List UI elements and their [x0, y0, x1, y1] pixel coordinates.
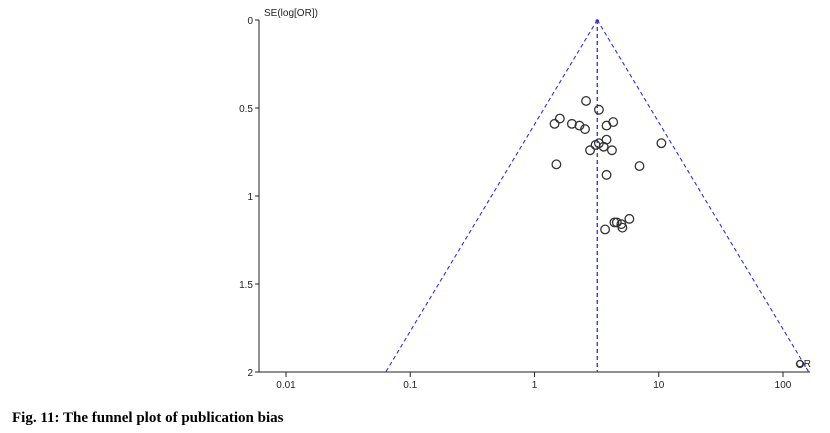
x-ticks: 0.01 0.1 1 10 100 [276, 372, 792, 391]
y-tick-label: 0.5 [239, 104, 253, 115]
study-point [601, 120, 612, 131]
study-point [601, 169, 612, 180]
y-tick-label: 1.5 [239, 280, 253, 291]
y-ticks: 0 0.5 1 1.5 2 [239, 16, 259, 379]
funnel-left-limit [385, 19, 598, 373]
study-point [554, 113, 565, 124]
study-point [580, 124, 590, 135]
y-tick-label: 2 [247, 368, 253, 379]
study-point [624, 213, 635, 224]
y-tick-label: 0 [247, 16, 253, 27]
axis-end-marker [795, 359, 805, 369]
y-axis-title: SE(log[OR]) [264, 8, 318, 19]
x-tick-label: 0.1 [403, 380, 417, 391]
study-point [611, 217, 622, 228]
study-point [551, 159, 562, 170]
x-tick-label: 100 [775, 380, 792, 391]
study-point [634, 161, 645, 172]
study-point [598, 141, 609, 152]
study-point [617, 222, 628, 233]
study-point [600, 224, 611, 235]
funnel-plot: SE(log[OR]) OR 0 0.5 1 1.5 2 0.01 0.1 1 10 100 [239, 8, 811, 391]
funnel-right-limit [596, 19, 810, 373]
study-point [593, 104, 604, 115]
study-point [549, 118, 560, 129]
study-point [566, 118, 577, 129]
study-point [585, 145, 596, 156]
x-tick-label: 1 [532, 380, 538, 391]
axes: SE(log[OR]) OR [258, 8, 811, 373]
figure-caption: Fig. 11: The funnel plot of publication … [12, 410, 284, 426]
funnel-apex-marker [595, 19, 600, 23]
study-point [656, 138, 667, 149]
x-tick-label: 10 [653, 380, 665, 391]
y-tick-label: 1 [247, 192, 253, 203]
x-tick-label: 0.01 [276, 380, 296, 391]
study-point [581, 96, 592, 106]
funnel-lines [385, 19, 810, 373]
study-point [606, 145, 617, 156]
study-points [549, 96, 805, 369]
